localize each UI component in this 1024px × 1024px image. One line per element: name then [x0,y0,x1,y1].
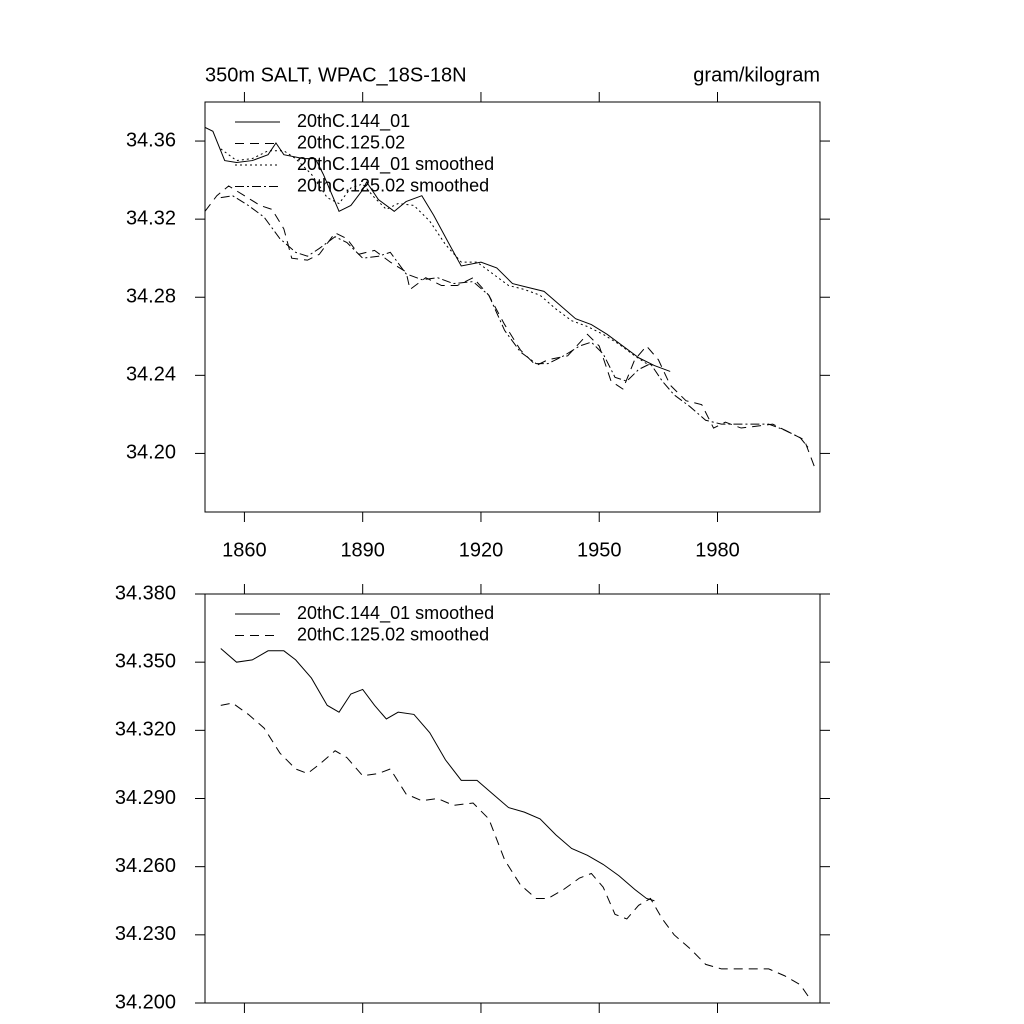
y-tick-label: 34.20 [126,442,176,464]
y-tick-label: 34.230 [115,923,176,945]
y-tick-label: 34.200 [115,991,176,1013]
y-tick-label: 34.24 [126,364,176,386]
units-label: gram/kilogram [693,64,820,86]
series-line [220,648,655,902]
plot-frame [204,101,821,513]
x-tick-label: 1980 [695,539,740,561]
series-line [220,702,809,997]
chart-title: 350m SALT, WPAC_18S-18N [205,64,467,86]
series-line [220,195,809,448]
plot-frame [204,593,821,1004]
x-tick-label: 1860 [222,539,267,561]
y-tick-label: 34.380 [115,582,176,604]
x-tick-label: 1890 [340,539,385,561]
x-tick-label: 1950 [577,539,622,561]
y-tick-label: 34.290 [115,787,176,809]
y-tick-label: 34.260 [115,855,176,877]
legend-label: 20thC.144_01 [297,111,410,132]
legend-label: 20thC.125.02 smoothed [297,624,489,644]
y-tick-label: 34.36 [126,129,176,151]
series-line [204,126,671,372]
x-tick-label: 1920 [459,539,504,561]
series-line [204,185,817,472]
y-tick-label: 34.320 [115,719,176,741]
legend-label: 20thC.144_01 smoothed [297,603,494,624]
y-tick-label: 34.28 [126,286,176,308]
y-tick-label: 34.350 [115,650,176,672]
legend-label: 20thC.125.02 [297,132,405,152]
legend-label: 20thC.144_01 smoothed [297,154,494,175]
y-tick-label: 34.32 [126,207,176,229]
legend-label: 20thC.125.02 smoothed [297,175,489,195]
